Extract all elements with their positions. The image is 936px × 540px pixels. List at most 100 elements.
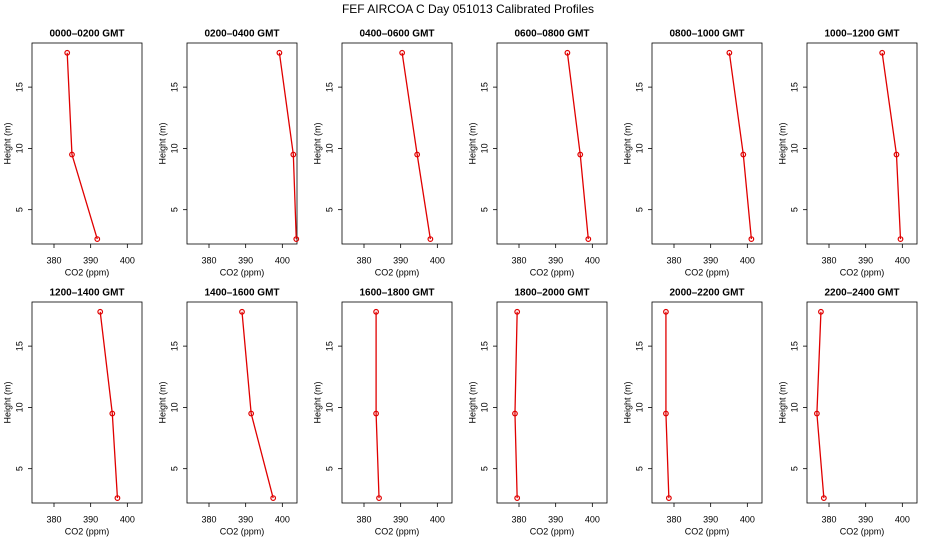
y-tick-label: 10 [14, 143, 24, 153]
x-tick-label: 380 [821, 514, 836, 524]
point [248, 410, 255, 417]
plot-frame [806, 301, 918, 504]
plot-frame [651, 301, 763, 504]
point [514, 495, 521, 501]
panel-title: 1000–1200 GMT [824, 29, 899, 40]
profile-line [278, 52, 297, 240]
profile-line [566, 52, 589, 240]
x-tick-label: 400 [275, 255, 290, 265]
x-tick-label: 390 [548, 255, 563, 265]
x-tick-label: 380 [201, 514, 216, 524]
y-tick-label: 5 [634, 466, 644, 471]
x-axis-label: CO2 (ppm) [65, 526, 110, 536]
plot-frame [496, 301, 608, 504]
x-axis-label: CO2 (ppm) [220, 526, 265, 536]
y-tick-label: 5 [14, 207, 24, 212]
x-tick-label: 400 [895, 255, 910, 265]
profile-line [241, 311, 274, 499]
y-tick-label: 5 [169, 466, 179, 471]
y-tick-label: 10 [634, 402, 644, 412]
y-tick-label: 5 [324, 207, 334, 212]
point [814, 410, 820, 417]
y-axis-label: Height (m) [312, 122, 322, 164]
y-tick-label: 15 [479, 82, 489, 92]
panel-title: 1800–2000 GMT [514, 288, 589, 299]
y-axis-label: Height (m) [2, 122, 12, 164]
x-tick-label: 390 [238, 514, 253, 524]
x-tick-label: 390 [703, 514, 718, 524]
y-tick-label: 15 [169, 82, 179, 92]
plot-frame [341, 301, 453, 504]
x-axis-label: CO2 (ppm) [530, 526, 575, 536]
x-tick-label: 400 [120, 255, 135, 265]
point [414, 151, 421, 158]
profile-line [401, 52, 432, 240]
y-tick-label: 10 [14, 402, 24, 412]
point [585, 236, 592, 242]
point [109, 410, 116, 417]
point [427, 236, 434, 242]
panel-title: 0600–0800 GMT [514, 29, 589, 40]
y-tick-label: 15 [634, 82, 644, 92]
point [239, 308, 245, 315]
panel-title: 0200–0400 GMT [204, 29, 279, 40]
x-axis-label: CO2 (ppm) [685, 267, 730, 277]
x-tick-label: 380 [666, 255, 681, 265]
x-tick-label: 390 [83, 255, 98, 265]
point [399, 49, 406, 56]
x-tick-label: 380 [356, 255, 371, 265]
x-tick-label: 380 [46, 514, 61, 524]
profile-line [514, 311, 518, 499]
point [818, 308, 824, 315]
y-tick-label: 15 [479, 341, 489, 351]
point [94, 236, 101, 242]
y-tick-label: 15 [14, 341, 24, 351]
plot-frame [186, 301, 298, 504]
y-tick-label: 10 [789, 402, 799, 412]
x-axis-label: CO2 (ppm) [530, 267, 575, 277]
x-axis-label: CO2 (ppm) [375, 267, 420, 277]
x-tick-label: 380 [666, 514, 681, 524]
plot-frame [186, 42, 298, 245]
y-tick-label: 5 [324, 466, 334, 471]
point [270, 495, 277, 501]
x-tick-label: 400 [585, 514, 600, 524]
point [293, 236, 300, 242]
y-tick-label: 15 [789, 341, 799, 351]
point [114, 495, 121, 501]
y-tick-label: 5 [479, 466, 489, 471]
y-axis-label: Height (m) [467, 381, 477, 423]
y-axis-label: Height (m) [157, 122, 167, 164]
x-tick-label: 400 [120, 514, 135, 524]
point [663, 308, 669, 315]
x-axis-label: CO2 (ppm) [840, 526, 885, 536]
point [564, 49, 571, 56]
profile-line [66, 52, 98, 240]
x-tick-label: 400 [430, 514, 445, 524]
x-tick-label: 400 [585, 255, 600, 265]
x-tick-label: 390 [83, 514, 98, 524]
point [897, 236, 904, 242]
y-axis-label: Height (m) [777, 122, 787, 164]
y-tick-label: 10 [169, 402, 179, 412]
point [665, 495, 672, 501]
x-tick-label: 380 [201, 255, 216, 265]
y-tick-label: 15 [169, 341, 179, 351]
point [373, 308, 380, 315]
x-axis-label: CO2 (ppm) [840, 267, 885, 277]
panel-title: 2200–2400 GMT [824, 288, 899, 299]
point [879, 49, 886, 56]
y-tick-label: 5 [634, 207, 644, 212]
x-tick-label: 390 [858, 255, 873, 265]
panel-title: 0000–0200 GMT [49, 29, 124, 40]
point [64, 49, 71, 56]
y-tick-label: 10 [789, 143, 799, 153]
y-tick-label: 15 [789, 82, 799, 92]
x-tick-label: 380 [356, 514, 371, 524]
y-tick-label: 10 [324, 402, 334, 412]
y-tick-label: 10 [634, 143, 644, 153]
plot-frame [341, 42, 453, 245]
x-tick-label: 390 [238, 255, 253, 265]
x-tick-label: 380 [46, 255, 61, 265]
